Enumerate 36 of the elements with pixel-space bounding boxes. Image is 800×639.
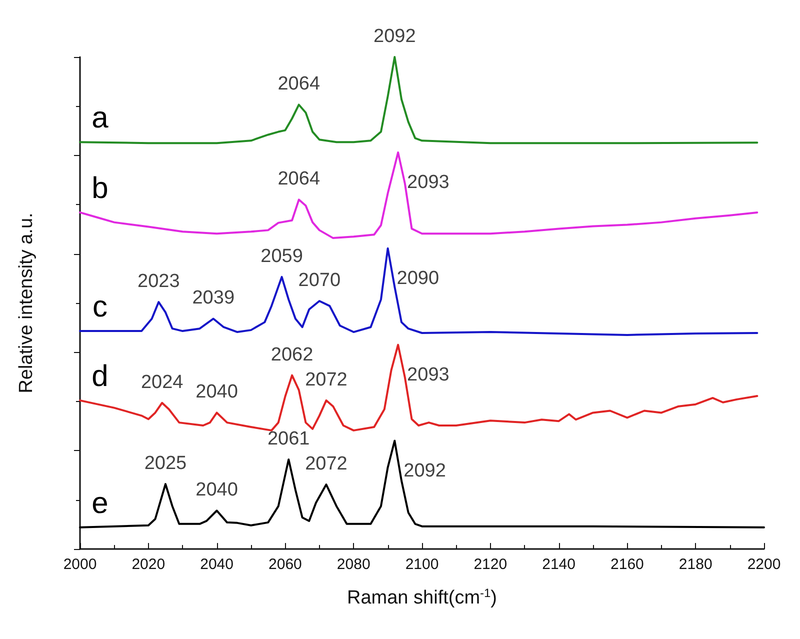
annotation: 2090 [396, 268, 440, 289]
x-tick-label: 2080 [336, 556, 370, 573]
series-label: c [92, 290, 108, 324]
annotation: 2039 [192, 288, 235, 309]
x-tick-label: 2200 [747, 556, 781, 573]
annotation: 2064 [278, 74, 320, 95]
annotation: 2072 [305, 369, 348, 390]
x-tick-label: 2060 [268, 556, 302, 573]
annotation: 2023 [138, 271, 180, 292]
annotation: 2093 [407, 364, 450, 386]
x-tick-label: 2180 [678, 556, 712, 573]
annotation: 2024 [140, 372, 184, 393]
annotation: 2064 [278, 168, 320, 190]
x-tick-label: 2120 [474, 556, 508, 573]
annotation: 2070 [298, 270, 341, 292]
annotation: 2062 [270, 344, 314, 366]
annotation: 2061 [267, 428, 310, 450]
annotation: 2072 [305, 454, 348, 475]
x-tick-label: 2020 [132, 556, 166, 573]
x-tick-label: 2040 [200, 556, 234, 573]
series-label: d [92, 360, 108, 393]
series-label: b [92, 172, 108, 205]
annotation: 2092 [404, 460, 446, 482]
x-tick-label: 2100 [405, 556, 439, 573]
annotation: 2040 [196, 480, 238, 501]
annotation: 2092 [374, 26, 416, 47]
x-tick-label: 2000 [63, 556, 97, 573]
annotation: 2025 [144, 453, 187, 474]
annotation: 2093 [407, 172, 450, 193]
series-label: a [92, 102, 109, 135]
x-tick-label: 2140 [542, 556, 576, 573]
y-axis-title: Relative intensity a.u. [16, 212, 37, 394]
annotation: 2059 [260, 246, 303, 267]
x-tick-label: 2160 [610, 556, 644, 573]
annotation: 2040 [196, 382, 238, 403]
series-label: e [92, 486, 108, 520]
